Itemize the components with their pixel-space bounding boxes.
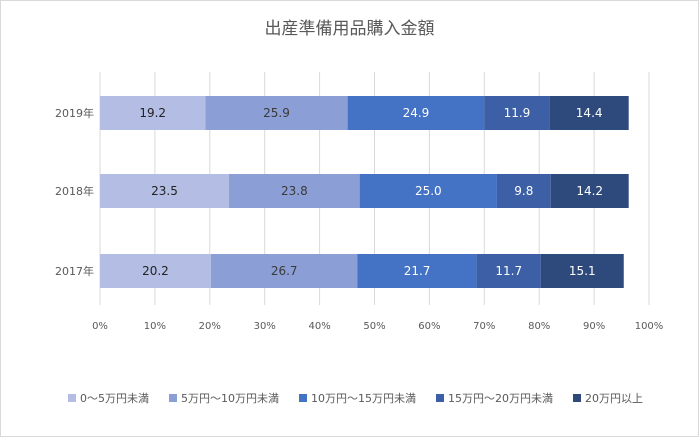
- x-tick-label: 40%: [308, 321, 330, 332]
- bar-segment: [484, 96, 550, 130]
- legend-item: 5万円～10万円未満: [169, 390, 279, 406]
- legend-item: 20万円以上: [573, 390, 643, 406]
- chart-title: 出産準備用品購入金額: [264, 19, 435, 39]
- data-label: 11.9: [504, 106, 531, 120]
- data-label: 21.7: [404, 264, 431, 278]
- bar-segment: [540, 254, 624, 288]
- data-label: 24.9: [403, 106, 430, 120]
- data-label: 15.1: [569, 264, 596, 278]
- legend-label: 5万円～10万円未満: [181, 392, 279, 405]
- category-labels: 2019年 2018年 2017年: [55, 106, 94, 278]
- data-label: 25.0: [415, 184, 442, 198]
- data-label: 19.2: [139, 106, 166, 120]
- x-tick-label: 30%: [254, 321, 276, 332]
- data-label: 26.7: [271, 264, 298, 278]
- data-label: 25.9: [263, 106, 290, 120]
- category-label: 2017年: [55, 264, 94, 278]
- x-tick-label: 50%: [363, 321, 385, 332]
- bar-segment: [476, 254, 541, 288]
- bar-segment: [549, 96, 629, 130]
- bar-segment: [496, 174, 551, 208]
- x-tick-labels: 0% 10% 20% 30% 40% 50% 60% 70% 80% 90% 100%: [92, 321, 663, 332]
- bar-segment: [100, 174, 230, 208]
- legend-swatch: [68, 394, 76, 402]
- bar-segment: [100, 254, 211, 288]
- data-label: 14.2: [576, 184, 603, 198]
- bar-stacks: 19.2 25.9 24.9 11.9 14.4 23.5 23.8 25.0 9.8 14.2 2…: [100, 96, 629, 288]
- legend-swatch: [299, 394, 307, 402]
- bar-segment: [357, 254, 477, 288]
- legend-item: 0～5万円未満: [68, 390, 149, 406]
- legend-label: 15万円～20万円未満: [448, 392, 553, 405]
- x-tick-label: 60%: [418, 321, 440, 332]
- x-tick-label: 70%: [473, 321, 495, 332]
- data-label: 9.8: [514, 184, 533, 198]
- legend-swatch: [169, 394, 177, 402]
- bar-segment: [229, 174, 360, 208]
- data-label: 14.4: [576, 106, 603, 120]
- legend-label: 10万円～15万円未満: [311, 392, 416, 405]
- bar-segment: [205, 96, 348, 130]
- legend-swatch: [436, 394, 444, 402]
- bar-segment: [100, 96, 206, 130]
- legend: 0～5万円未満 5万円～10万円未満 10万円～15万円未満 15万円～20万円未満 2…: [68, 390, 643, 406]
- legend-label: 20万円以上: [585, 392, 643, 405]
- legend-label: 0～5万円未満: [80, 392, 149, 405]
- data-label: 11.7: [495, 264, 522, 278]
- x-tick-label: 0%: [92, 321, 108, 332]
- data-label: 20.2: [142, 264, 169, 278]
- data-label: 23.8: [281, 184, 308, 198]
- legend-item: 15万円～20万円未満: [436, 390, 553, 406]
- bar-segment: [210, 254, 358, 288]
- category-label: 2019年: [55, 106, 94, 120]
- x-tick-label: 80%: [528, 321, 550, 332]
- x-tick-label: 20%: [199, 321, 221, 332]
- bar-segment: [359, 174, 497, 208]
- x-tick-label: 10%: [144, 321, 166, 332]
- legend-swatch: [573, 394, 581, 402]
- legend-item: 10万円～15万円未満: [299, 390, 416, 406]
- data-label: 23.5: [151, 184, 178, 198]
- bar-segment: [347, 96, 485, 130]
- bar-segment: [550, 174, 629, 208]
- x-tick-label: 100%: [635, 321, 664, 332]
- category-label: 2018年: [55, 184, 94, 198]
- x-tick-label: 90%: [583, 321, 605, 332]
